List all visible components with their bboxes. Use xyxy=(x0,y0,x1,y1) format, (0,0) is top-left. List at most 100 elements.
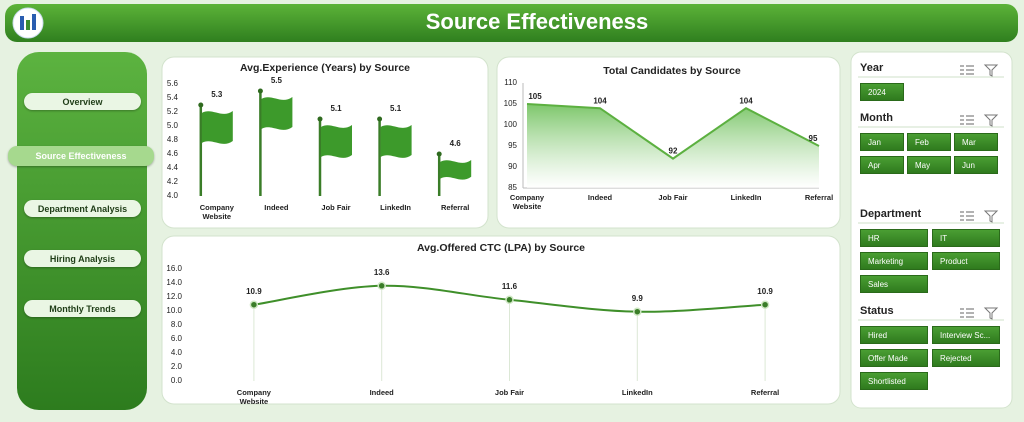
nav-button[interactable]: Hiring Analysis xyxy=(24,250,141,267)
flag-bar xyxy=(257,88,293,196)
nav-button[interactable]: Department Analysis xyxy=(24,200,141,217)
x-tick-label: LinkedIn xyxy=(730,193,762,202)
y-tick-label: 5.6 xyxy=(167,79,179,88)
nav-button[interactable]: Monthly Trends xyxy=(24,300,141,317)
flag-top xyxy=(436,151,442,157)
slicer-title: Month xyxy=(860,112,893,124)
data-label: 11.6 xyxy=(502,282,518,291)
slicer-button[interactable]: IT xyxy=(932,229,1000,247)
y-tick-label: 5.2 xyxy=(167,107,179,116)
x-tick-label: Job Fair xyxy=(321,203,351,212)
point xyxy=(249,300,259,309)
y-tick-label: 14.0 xyxy=(166,278,182,287)
slicer-button[interactable]: Product xyxy=(932,252,1000,270)
header-bar xyxy=(5,4,1018,42)
x-tick-label: Referral xyxy=(750,388,780,397)
slicer-button[interactable]: Jun xyxy=(954,156,998,174)
logo-part xyxy=(32,14,36,30)
y-tick-label: 4.8 xyxy=(167,135,179,144)
x-tick-label: LinkedIn xyxy=(621,388,653,397)
slicer-title: Year xyxy=(860,62,884,74)
y-tick-label: 5.4 xyxy=(167,93,179,102)
page-title: Source Effectiveness xyxy=(426,9,649,34)
area-line xyxy=(526,103,820,160)
multi-select-icon xyxy=(960,65,974,75)
data-label: 10.9 xyxy=(246,287,262,296)
data-label: 5.1 xyxy=(390,104,402,113)
slicer-button[interactable]: 2024 xyxy=(860,83,904,101)
slicer-button[interactable]: May xyxy=(907,156,951,174)
panel xyxy=(161,235,841,405)
x-tick-label: Company Website xyxy=(509,193,545,211)
nav-button[interactable]: Overview xyxy=(24,93,141,110)
data-label: 5.3 xyxy=(211,90,223,99)
slicer-button[interactable]: Shortlisted xyxy=(860,372,928,390)
slicer-button[interactable]: Apr xyxy=(860,156,904,174)
data-label: 104 xyxy=(593,96,607,105)
data-label: 4.6 xyxy=(450,139,462,148)
slicer-title: Department xyxy=(860,208,922,220)
slicer-button[interactable]: HR xyxy=(860,229,928,247)
y-tick-label: 12.0 xyxy=(166,292,182,301)
flag-bar xyxy=(436,151,472,196)
data-label: 95 xyxy=(809,134,818,143)
filter-icon xyxy=(983,64,999,77)
slicer-button[interactable]: Mar xyxy=(954,133,998,151)
multi-select-icon xyxy=(960,211,974,221)
data-label: 10.9 xyxy=(757,287,773,296)
x-tick-label: Company Website xyxy=(236,388,271,406)
x-tick-label: Indeed xyxy=(264,203,289,212)
data-label: 13.6 xyxy=(374,268,390,277)
flag-top xyxy=(317,116,323,122)
flag xyxy=(201,111,233,144)
y-tick-label: 105 xyxy=(504,99,518,108)
flag xyxy=(380,125,412,158)
data-label: 105 xyxy=(528,92,542,101)
y-tick-label: 2.0 xyxy=(171,362,183,371)
y-tick-label: 5.0 xyxy=(167,121,179,130)
y-tick-label: 4.6 xyxy=(167,149,179,158)
x-tick-label: Job Fair xyxy=(494,388,525,397)
flag xyxy=(261,97,293,130)
y-tick-label: 0.0 xyxy=(171,376,183,385)
slicer-button[interactable]: Hired xyxy=(860,326,928,344)
y-tick-label: 16.0 xyxy=(166,264,182,273)
x-tick-label: Referral xyxy=(441,203,470,212)
flag-bar xyxy=(198,102,233,196)
y-tick-label: 85 xyxy=(508,183,517,192)
x-tick-label: Company Website xyxy=(199,203,234,221)
slicer-button[interactable]: Rejected xyxy=(932,349,1000,367)
filter-icon xyxy=(983,307,999,320)
slicer-button[interactable]: Jan xyxy=(860,133,904,151)
flag-bar xyxy=(377,116,412,196)
y-tick-label: 90 xyxy=(508,162,517,171)
chart-title: Avg.Offered CTC (LPA) by Source xyxy=(417,242,585,254)
y-tick-label: 4.4 xyxy=(167,163,179,172)
multi-select-icon xyxy=(960,115,974,125)
slicer-button[interactable]: Offer Made xyxy=(860,349,928,367)
y-tick-label: 100 xyxy=(504,120,518,129)
flag xyxy=(440,160,472,180)
chart-title: Avg.Experience (Years) by Source xyxy=(240,62,410,74)
slicer-button[interactable]: Interview Sc... xyxy=(932,326,1000,344)
x-tick-label: Job Fair xyxy=(658,193,688,202)
flag-top xyxy=(377,116,383,122)
slicer-button[interactable]: Marketing xyxy=(860,252,928,270)
y-tick-label: 110 xyxy=(504,78,517,87)
y-tick-label: 95 xyxy=(508,141,517,150)
data-label: 5.1 xyxy=(330,104,342,113)
y-tick-label: 4.2 xyxy=(167,177,179,186)
point xyxy=(505,295,514,305)
filter-icon xyxy=(983,114,999,127)
slicer-button[interactable]: Feb xyxy=(907,133,951,151)
slicer-button[interactable]: Sales xyxy=(860,275,928,293)
slicer-title: Status xyxy=(860,305,894,317)
nav-button[interactable]: Source Effectiveness xyxy=(8,146,154,166)
logo-part xyxy=(26,20,30,30)
filter-icon xyxy=(983,210,999,223)
chart-title: Total Candidates by Source xyxy=(603,65,741,77)
point xyxy=(633,307,642,316)
flag-top xyxy=(257,88,263,94)
data-label: 92 xyxy=(669,147,678,156)
